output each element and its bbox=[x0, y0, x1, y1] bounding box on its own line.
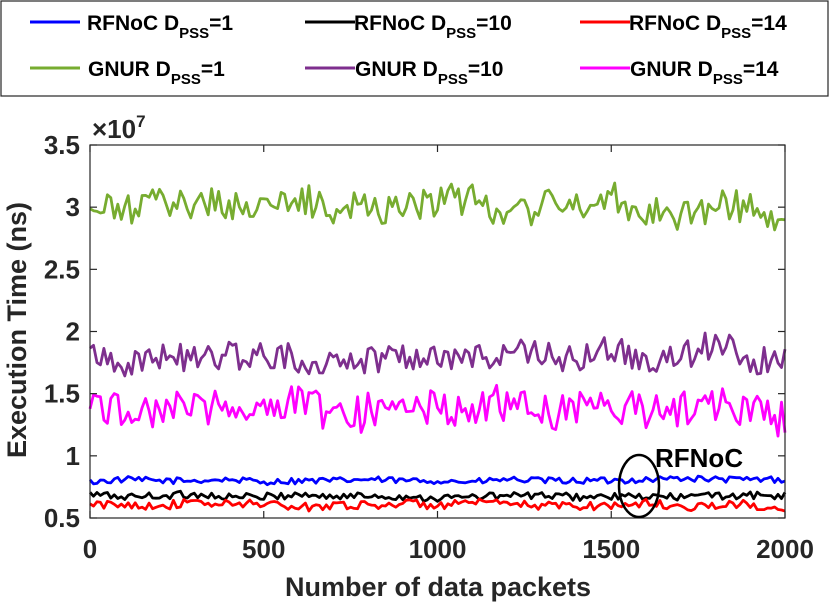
legend-label-sub: PSS bbox=[446, 25, 476, 42]
legend-label-tail: =14 bbox=[751, 12, 787, 35]
legend-label-name: GNUR D bbox=[630, 58, 713, 81]
legend-label-sub: PSS bbox=[171, 71, 201, 88]
x-tick-label: 2000 bbox=[756, 534, 814, 564]
y-tick-label: 1 bbox=[66, 441, 80, 471]
legend-label-name: GNUR D bbox=[88, 58, 171, 81]
y-tick-label: 1.5 bbox=[44, 379, 80, 409]
series-line-gnur10 bbox=[89, 331, 787, 378]
series-line-rfnoc1 bbox=[88, 474, 786, 487]
series-layer bbox=[88, 181, 787, 513]
series-line-gnur14 bbox=[88, 383, 787, 438]
legend-label-rfnoc1: RFNoC DPSS=1 bbox=[87, 12, 233, 42]
legend-label-name: GNUR D bbox=[355, 58, 438, 81]
x-tick-label: 500 bbox=[242, 534, 285, 564]
y-tick-label: 3.5 bbox=[44, 130, 80, 160]
x-tick-label: 0 bbox=[83, 534, 97, 564]
y-tick-label: 0.5 bbox=[44, 503, 80, 533]
legend-box bbox=[0, 0, 829, 97]
legend-label-sub: PSS bbox=[438, 71, 468, 88]
legend-label-name: RFNoC D bbox=[629, 12, 721, 35]
annotation-ellipse bbox=[617, 453, 661, 519]
axes-layer: 0 500 1000 1500 2000 0.5 1 1.5 2 2.5 3 3.5 bbox=[44, 130, 814, 564]
legend-label-gnur10: GNUR DPSS=10 bbox=[355, 58, 503, 88]
x-tick-label: 1000 bbox=[409, 534, 467, 564]
legend-label-name: RFNoC D bbox=[354, 12, 446, 35]
legend-label-rfnoc14: RFNoC DPSS=14 bbox=[629, 12, 787, 42]
legend-label-tail: =14 bbox=[743, 58, 779, 81]
x-axis-label: Number of data packets bbox=[285, 572, 591, 602]
legend-label-tail: =10 bbox=[468, 58, 504, 81]
legend: RFNoC DPSS=1 RFNoC DPSS=10 RFNoC DPSS=14GN… bbox=[0, 0, 829, 97]
series-line-rfnoc14 bbox=[89, 497, 786, 513]
y-tick-label: 3 bbox=[66, 192, 80, 222]
series-line-gnur1 bbox=[89, 181, 786, 232]
legend-label-sub: PSS bbox=[713, 71, 743, 88]
annotation-label: RFNoC bbox=[655, 443, 743, 473]
legend-label-gnur14: GNUR DPSS=14 bbox=[630, 58, 779, 88]
y-tick-label: 2.5 bbox=[44, 254, 80, 284]
series-line-rfnoc10 bbox=[88, 489, 787, 503]
legend-label-tail: =10 bbox=[476, 12, 512, 35]
legend-label-name: RFNoC D bbox=[87, 12, 179, 35]
y-exponent-label: ×107 bbox=[92, 112, 146, 144]
legend-label-tail: =1 bbox=[209, 12, 233, 35]
legend-label-rfnoc10: RFNoC DPSS=10 bbox=[354, 12, 512, 42]
y-tick-label: 2 bbox=[66, 317, 80, 347]
legend-label-sub: PSS bbox=[179, 25, 209, 42]
x-tick-label: 1500 bbox=[582, 534, 640, 564]
y-exponent-power: 7 bbox=[136, 112, 145, 131]
legend-label-sub: PSS bbox=[721, 25, 751, 42]
legend-label-gnur1: GNUR DPSS=1 bbox=[88, 58, 225, 88]
y-axis-label: Execution Time (ns) bbox=[2, 202, 32, 458]
legend-label-tail: =1 bbox=[201, 58, 225, 81]
